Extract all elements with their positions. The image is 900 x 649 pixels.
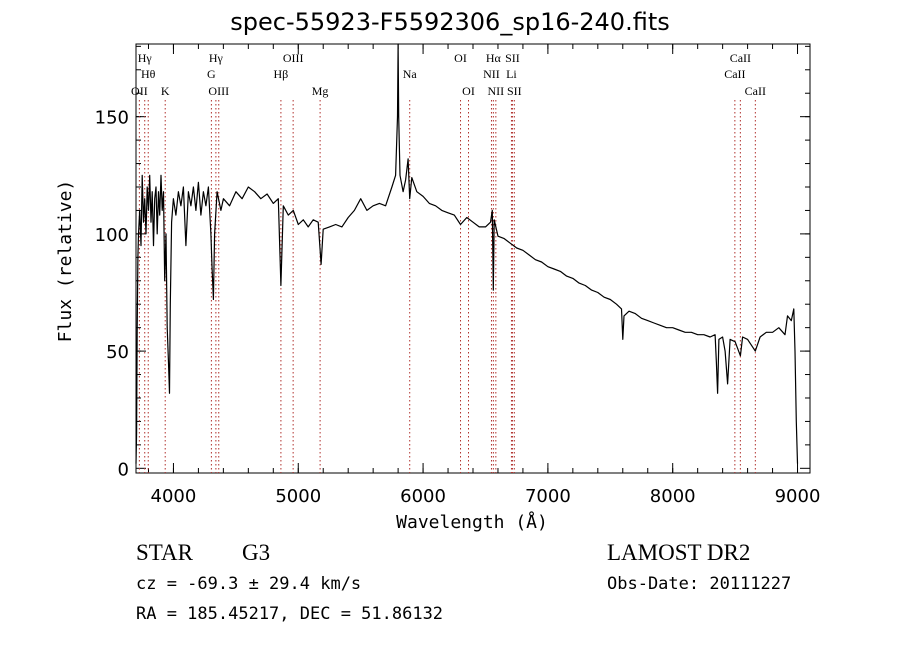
spectral-line-label: SII [507,84,522,98]
object-subclass: G3 [242,540,271,565]
x-tick-label: 7000 [525,486,571,507]
spectral-line-label: G [207,67,216,81]
spectral-line-label: SII [505,51,520,65]
x-tick-label: 8000 [650,486,696,507]
spectral-line-label: K [161,84,170,98]
spectral-line-label: OI [454,51,467,65]
spectral-line-label: OI [462,84,475,98]
spectral-line-label: OIII [208,84,229,98]
spectral-line-label: CaII [745,84,766,98]
y-tick-label: 0 [118,459,129,480]
redshift-value: cz = -69.3 ± 29.4 km/s [136,574,362,594]
y-tick-label: 150 [95,108,129,129]
coordinates: RA = 185.45217, DEC = 51.86132 [136,604,444,624]
x-tick-label: 4000 [151,486,197,507]
observation-date: Obs-Date: 20111227 [607,574,792,594]
plot-frame [135,43,811,474]
spectral-line-label: CaII [730,51,751,65]
spectral-line-label: Hβ [274,67,289,81]
spectrum-line [135,43,799,464]
x-tick-label: 5000 [275,486,321,507]
spectral-line-label: OII [131,84,148,98]
y-tick-label: 50 [106,342,129,363]
x-axis-label: Wavelength (Å) [396,511,548,533]
survey-name: LAMOST DR2 [607,540,751,565]
spectral-line-label: Hθ [141,67,156,81]
x-tick-label: 9000 [775,486,821,507]
spectral-line-label: OIII [283,51,304,65]
spectral-line-label: Na [403,67,418,81]
spectral-line-label: Li [506,67,517,81]
y-tick-label: 100 [95,225,129,246]
object-class: STAR [136,540,193,565]
spectral-line-label: Hγ [138,51,153,65]
chart-title: spec-55923-F5592306_sp16-240.fits [230,8,670,36]
plot-area: 4000 5000 6000 7000 8000 9000 0 50 100 150 Hγ Hθ OII… [95,43,821,507]
spectral-line-label: NII [488,84,505,98]
spectral-line-label: Hα [486,51,502,65]
x-tick-label: 6000 [400,486,446,507]
spectral-line-label: Mg [312,84,329,98]
y-axis-label: Flux (relative) [55,180,76,343]
spectral-line-label: NII [483,67,500,81]
spectral-line-label: CaII [724,67,745,81]
spectral-line-label: Hγ [209,51,224,65]
